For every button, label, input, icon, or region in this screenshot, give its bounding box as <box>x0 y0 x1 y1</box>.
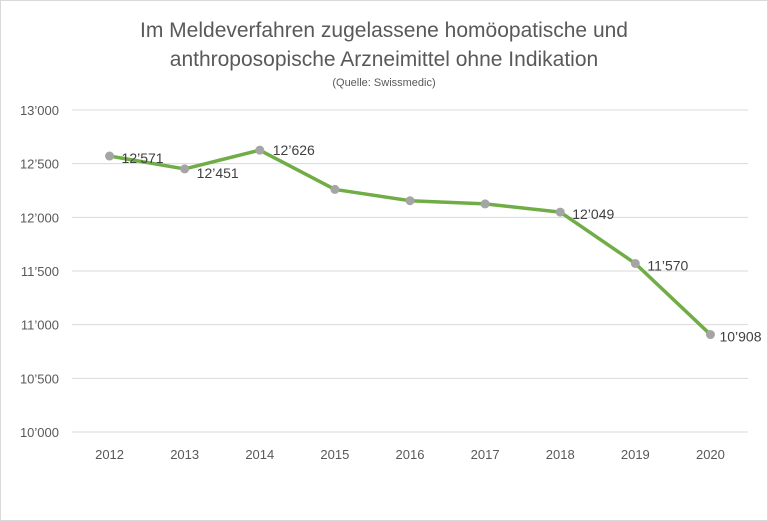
chart-title: Im Meldeverfahren zugelassene homöopatis… <box>0 16 768 74</box>
x-tick-label: 2018 <box>546 447 575 462</box>
data-label: 10’908 <box>719 329 761 345</box>
data-label: 12’571 <box>122 150 164 166</box>
y-tick-label: 12’500 <box>20 157 59 172</box>
y-tick-label: 13’000 <box>20 103 59 118</box>
y-tick-label: 10’500 <box>20 371 59 386</box>
y-tick-label: 11’000 <box>21 318 59 333</box>
chart-title-line-1: Im Meldeverfahren zugelassene homöopatis… <box>140 19 628 42</box>
data-point <box>255 145 265 155</box>
x-tick-label: 2016 <box>396 447 425 462</box>
data-point <box>405 196 415 206</box>
x-tick-label: 2020 <box>696 447 725 462</box>
x-tick-label: 2015 <box>320 447 349 462</box>
y-tick-label: 10’000 <box>20 425 59 440</box>
y-tick-label: 11’500 <box>21 264 59 279</box>
y-tick-label: 12’000 <box>20 210 59 225</box>
data-point <box>105 151 115 161</box>
data-label: 12’626 <box>273 142 315 158</box>
x-tick-label: 2014 <box>245 447 274 462</box>
data-point <box>705 330 715 340</box>
x-tick-label: 2013 <box>170 447 199 462</box>
data-point <box>330 184 340 194</box>
chart-subtitle: (Quelle: Swissmedic) <box>332 77 436 89</box>
data-label: 11’570 <box>647 257 688 273</box>
x-tick-label: 2012 <box>95 447 124 462</box>
data-point <box>555 207 565 217</box>
data-point <box>180 164 190 174</box>
x-tick-label: 2019 <box>621 447 650 462</box>
data-point <box>480 199 490 209</box>
data-label: 12’049 <box>572 206 614 222</box>
x-tick-label: 2017 <box>471 447 500 462</box>
data-point <box>630 258 640 268</box>
chart-title-line-2: anthroposopische Arzneimittel ohne Indik… <box>169 48 599 71</box>
data-label: 12’451 <box>197 165 239 181</box>
